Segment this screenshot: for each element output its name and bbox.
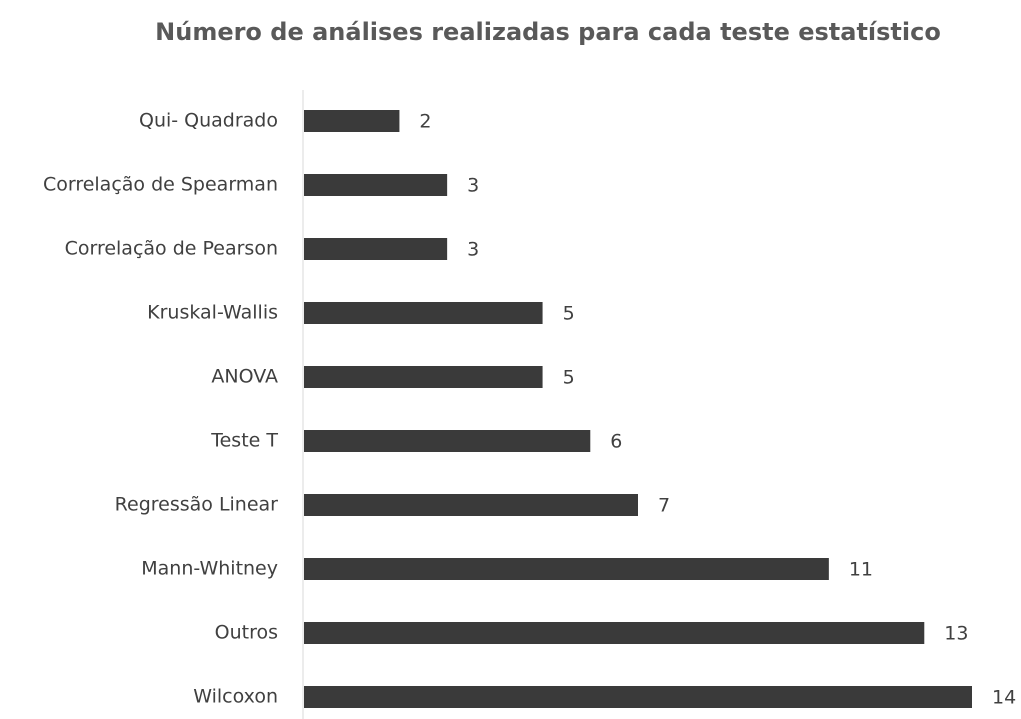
- bar: [304, 110, 400, 132]
- data-label: 7: [658, 495, 670, 517]
- y-tick-label: Qui- Quadrado: [139, 110, 278, 132]
- y-tick-label: Kruskal-Wallis: [147, 302, 278, 324]
- data-label: 3: [467, 239, 479, 261]
- y-tick-label: Regressão Linear: [115, 494, 279, 516]
- data-label: 2: [419, 111, 431, 133]
- y-tick-label: Correlação de Spearman: [43, 174, 278, 196]
- y-tick-label: Correlação de Pearson: [65, 238, 278, 260]
- bar: [304, 558, 829, 580]
- bar: [304, 238, 448, 260]
- data-label: 13: [944, 623, 968, 645]
- y-tick-label: Outros: [215, 622, 278, 644]
- bar: [304, 174, 448, 196]
- y-tick-label: Wilcoxon: [193, 686, 278, 708]
- data-label: 5: [563, 367, 575, 389]
- y-tick-label: ANOVA: [211, 366, 278, 388]
- data-label: 6: [610, 431, 622, 453]
- data-label: 5: [563, 303, 575, 325]
- bar: [304, 366, 543, 388]
- chart-title: Número de análises realizadas para cada …: [155, 18, 941, 46]
- data-label: 3: [467, 175, 479, 197]
- y-tick-label: Mann-Whitney: [141, 558, 278, 580]
- data-label: 11: [849, 559, 873, 581]
- bar: [304, 494, 638, 516]
- bar: [304, 686, 972, 708]
- data-label: 14: [992, 687, 1016, 709]
- bar: [304, 622, 925, 644]
- bar: [304, 302, 543, 324]
- bar: [304, 430, 591, 452]
- y-tick-label: Teste T: [210, 430, 278, 452]
